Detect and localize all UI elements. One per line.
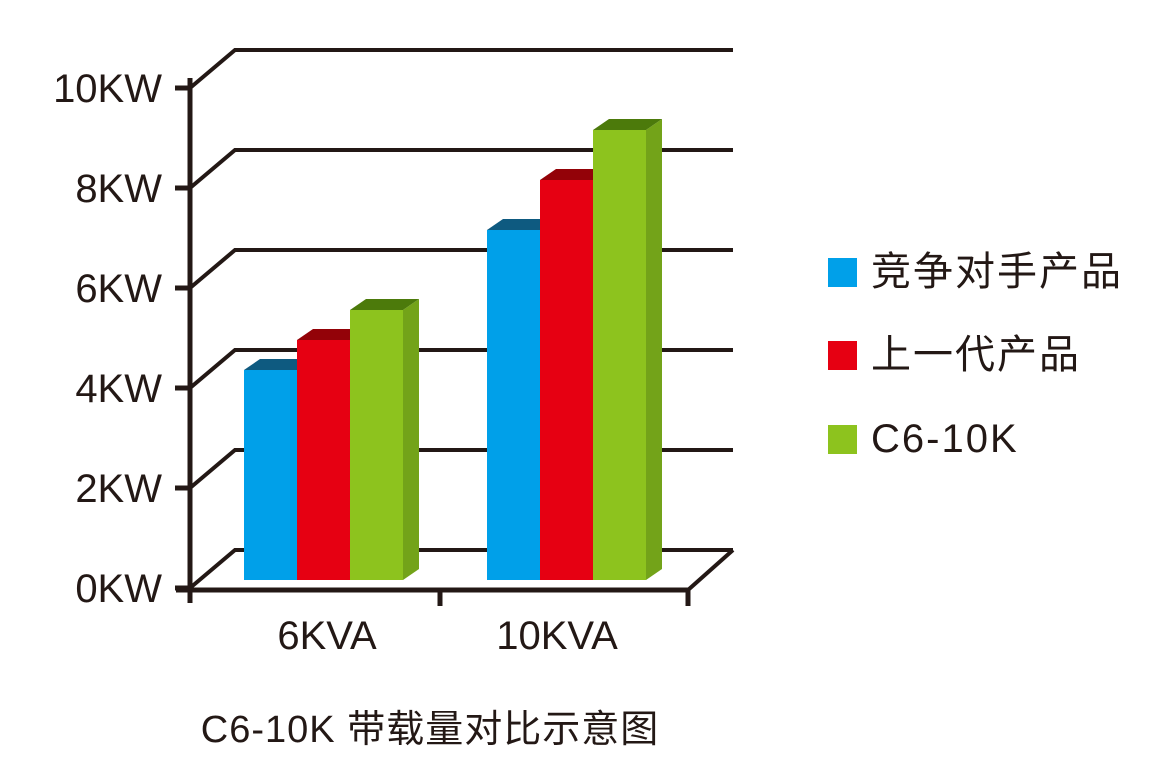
bar-top-face-6KVA-series2 [350, 299, 419, 310]
gridline-8KW [188, 148, 733, 190]
plot-area: 0KW 2KW 4KW 6KW 8KW 10KW 6KVA 10KVA [53, 48, 735, 658]
bar-side-face-10KVA-series2 [646, 119, 662, 580]
x-axis-label-6KVA: 6KVA [277, 614, 377, 658]
y-axis-label-6KW: 6KW [75, 267, 162, 311]
y-axis-label-2KW: 2KW [75, 467, 162, 511]
bar-side-face-6KVA-series2 [403, 299, 419, 580]
bar-top-face-10KVA-series1 [540, 169, 609, 180]
bar-10KVA-series0 [487, 230, 540, 580]
chart-title: C6-10K 带载量对比示意图 [200, 709, 660, 751]
x-axis-label-10KVA: 10KVA [496, 614, 618, 658]
bar-6KVA-series1 [297, 340, 350, 580]
bar-top-face-6KVA-series0 [244, 359, 313, 370]
bar-top-face-6KVA-series1 [297, 329, 366, 340]
gridline-10KW [188, 48, 733, 90]
bar-top-face-10KVA-series2 [593, 119, 662, 130]
y-axis-label-10KW: 10KW [53, 67, 162, 111]
bar-6KVA-series0 [244, 370, 297, 580]
bar-10KVA-series2 [593, 130, 646, 580]
y-axis-label-8KW: 8KW [75, 167, 162, 211]
y-axis-label-0KW: 0KW [75, 567, 162, 611]
bar-top-face-10KVA-series0 [487, 219, 556, 230]
bar-10KVA-series1 [540, 180, 593, 580]
x-axis-depth-edge [686, 548, 735, 592]
bar-6KVA-series2 [350, 310, 403, 580]
y-axis-label-4KW: 4KW [75, 367, 162, 411]
